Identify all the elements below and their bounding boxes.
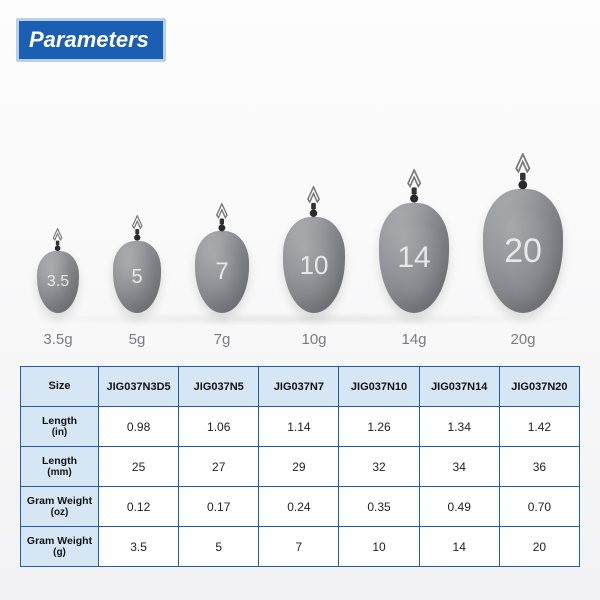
table-cell: 10 [339,527,419,567]
table-cell: 0.35 [339,487,419,527]
table-row-header: Length(in) [21,407,99,447]
title-badge: Parameters [16,18,166,62]
table-row-header: Gram Weight(oz) [21,487,99,527]
table-cell: 3.5 [99,527,179,567]
parameters-table: SizeJIG037N3D5JIG037N5JIG037N7JIG037N10J… [20,366,580,567]
table-cell: 27 [179,447,259,487]
sinker-label: 5 [131,266,142,289]
weight-item: 10 10g [283,186,345,348]
sinker: 20 [483,153,563,313]
sinker-label: 20 [504,232,542,271]
table-cell: 36 [499,447,579,487]
weight-item: 7 7g [195,203,249,348]
sinker: 14 [379,169,449,313]
sinker: 7 [195,203,249,313]
sinker-body: 5 [113,241,161,313]
weight-caption: 20g [510,331,535,348]
table-cell: 14 [419,527,499,567]
weights-row: 3.5 3.5g 5 5g 7 7g [20,88,580,348]
sinker-clip-icon [406,169,422,204]
table-column-header: JIG037N14 [419,367,499,407]
weight-item: 14 14g [379,169,449,348]
table-column-header: JIG037N3D5 [99,367,179,407]
weight-item: 5 5g [113,215,161,348]
table-cell: 0.17 [179,487,259,527]
table-row-header: Gram Weight(g) [21,527,99,567]
table-cell: 1.34 [419,407,499,447]
table-cell: 0.49 [419,487,499,527]
sinker-clip-icon [215,203,229,232]
sinker-label: 7 [215,258,228,286]
weight-caption: 3.5g [43,331,72,348]
table-cell: 34 [419,447,499,487]
weight-caption: 10g [301,331,326,348]
table-cell: 0.70 [499,487,579,527]
weight-item: 20 20g [483,153,563,348]
table-cell: 1.26 [339,407,419,447]
sinker-label: 14 [397,241,430,275]
weight-item: 3.5 3.5g [37,228,79,348]
table-cell: 20 [499,527,579,567]
table-cell: 7 [259,527,339,567]
weight-caption: 14g [401,331,426,348]
table-column-header: JIG037N20 [499,367,579,407]
table-corner: Size [21,367,99,407]
table-cell: 1.14 [259,407,339,447]
sinker-body: 7 [195,231,249,313]
parameters-table-wrap: SizeJIG037N3D5JIG037N5JIG037N7JIG037N10J… [20,366,580,567]
sinker-body: 20 [483,189,563,313]
table-column-header: JIG037N5 [179,367,259,407]
table-cell: 0.98 [99,407,179,447]
table-row-header: Length(mm) [21,447,99,487]
table-cell: 29 [259,447,339,487]
table-cell: 0.24 [259,487,339,527]
sinker-clip-icon [131,215,143,242]
sinker-clip-icon [306,186,321,218]
sinker-label: 3.5 [47,273,69,291]
sinker: 5 [113,215,161,313]
table-cell: 5 [179,527,259,567]
table-column-header: JIG037N10 [339,367,419,407]
weight-caption: 7g [214,331,231,348]
table-cell: 32 [339,447,419,487]
table-column-header: JIG037N7 [259,367,339,407]
weight-caption: 5g [129,331,146,348]
sinker-clip-icon [514,153,532,190]
table-cell: 1.42 [499,407,579,447]
sinker: 3.5 [37,228,79,313]
sinker: 10 [283,186,345,313]
sinker-body: 3.5 [37,251,79,313]
sinker-label: 10 [300,250,329,281]
sinker-clip-icon [52,228,63,252]
table-cell: 1.06 [179,407,259,447]
sinker-body: 10 [283,217,345,313]
sinker-body: 14 [379,203,449,313]
table-cell: 0.12 [99,487,179,527]
table-cell: 25 [99,447,179,487]
